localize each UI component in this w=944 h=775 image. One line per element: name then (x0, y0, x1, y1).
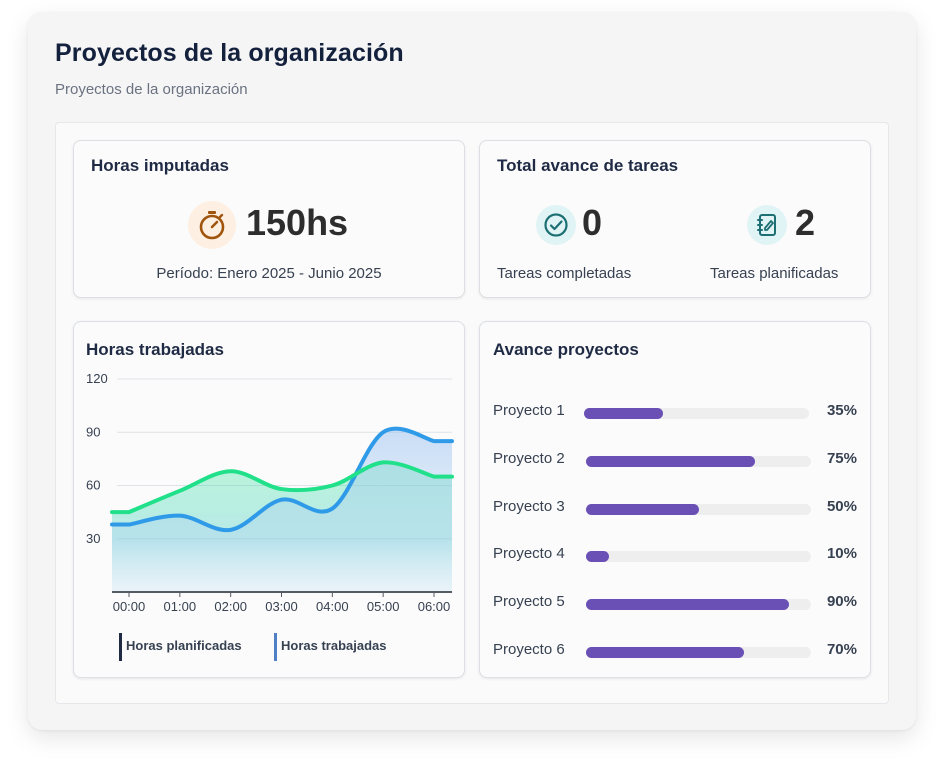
x-tick-label: 01:00 (164, 599, 197, 614)
project-percent: 50% (826, 497, 857, 515)
cards-container: Horas imputadas 150hs Período: Enero 202… (55, 122, 889, 704)
project-row: Proyecto 2 75% (480, 450, 870, 470)
y-tick-label: 30 (86, 531, 100, 546)
hours-chart: 30 60 90 120 00:00 01:00 02:00 03:00 04:00 05:00 0… (86, 371, 454, 614)
project-progress-fill (584, 408, 663, 419)
project-name: Proyecto 2 (493, 449, 565, 467)
project-name: Proyecto 5 (493, 593, 565, 611)
tasks-card: Total avance de tareas 0 Tareas completa… (479, 140, 871, 298)
hours-chart-card: Horas trabajadas 30 60 90 120 00:00 01:00 02:0… (73, 321, 465, 678)
chart-title: Horas trabajadas (86, 340, 224, 359)
project-row: Proyecto 6 70% (480, 641, 870, 661)
tasks-completed-value: 0 (582, 202, 603, 243)
page-subtitle: Proyectos de la organización (55, 81, 248, 98)
legend-worked-label: Horas trabajadas (281, 638, 387, 653)
x-tick-label: 04:00 (316, 599, 349, 614)
y-tick-label: 60 (86, 478, 100, 493)
project-progress-track (586, 455, 811, 467)
x-tick-label: 00:00 (113, 599, 146, 614)
project-progress-fill (586, 455, 755, 467)
dashboard-panel: Proyectos de la organización Proyectos d… (28, 12, 916, 730)
legend-planned: Horas planificadas (119, 633, 242, 661)
page-title: Proyectos de la organización (55, 39, 404, 67)
project-progress-track (586, 551, 811, 563)
project-progress-fill (586, 647, 744, 658)
project-progress-track (586, 647, 811, 658)
tasks-completed-label: Tareas completadas (497, 265, 632, 282)
project-percent: 70% (826, 641, 857, 658)
project-name: Proyecto 6 (493, 641, 565, 658)
series-line-worked (110, 426, 454, 533)
tasks-card-title: Total avance de tareas (497, 156, 679, 175)
x-tick-label: 03:00 (265, 599, 298, 614)
hours-period: Período: Enero 2025 - Junio 2025 (156, 265, 382, 282)
x-tick-label: 06:00 (418, 599, 451, 614)
tasks-planned-value: 2 (795, 202, 816, 243)
legend-planned-swatch (119, 633, 122, 661)
legend-planned-label: Horas planificadas (126, 638, 242, 653)
projects-card: Avance proyectos Proyecto 1 35% Proyecto 2… (479, 321, 871, 678)
project-row: Proyecto 3 50% (480, 498, 870, 518)
notebook-edit-icon (747, 205, 787, 245)
check-circle-icon (536, 205, 576, 245)
tasks-planned-label: Tareas planificadas (710, 265, 839, 282)
project-percent: 35% (826, 402, 857, 419)
x-tick-label: 05:00 (367, 599, 400, 614)
legend-worked: Horas trabajadas (274, 633, 387, 661)
stopwatch-icon (188, 201, 236, 249)
y-tick-label: 120 (86, 371, 108, 386)
hours-card: Horas imputadas 150hs Período: Enero 202… (73, 140, 465, 298)
project-name: Proyecto 3 (493, 497, 565, 515)
project-progress-fill (586, 503, 699, 515)
projects-card-title: Avance proyectos (493, 340, 639, 359)
project-percent: 90% (826, 593, 857, 611)
project-progress-fill (586, 599, 789, 611)
project-progress-track (584, 408, 809, 419)
project-row: Proyecto 4 10% (480, 545, 870, 565)
project-name: Proyecto 1 (493, 402, 565, 419)
project-percent: 75% (826, 449, 857, 467)
project-row: Proyecto 1 35% (480, 402, 870, 422)
series-line-planned (110, 460, 454, 515)
project-progress-track (586, 599, 811, 611)
project-percent: 10% (826, 545, 857, 563)
project-name: Proyecto 4 (493, 545, 565, 563)
x-tick-label: 02:00 (214, 599, 247, 614)
project-row: Proyecto 5 90% (480, 593, 870, 613)
project-progress-fill (586, 551, 609, 563)
y-tick-label: 90 (86, 424, 100, 439)
hours-value: 150hs (246, 202, 349, 243)
project-progress-track (586, 503, 811, 515)
legend-worked-swatch (274, 633, 277, 661)
hours-card-title: Horas imputadas (91, 156, 229, 175)
